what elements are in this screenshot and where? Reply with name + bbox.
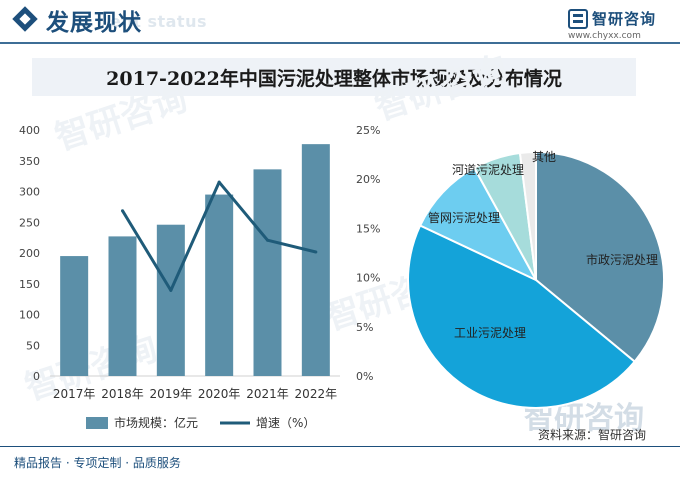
- pie-slice-2: [418, 166, 539, 283]
- section-title: 发展现状: [46, 10, 142, 36]
- pie-label-3: 河道污泥处理: [452, 163, 524, 177]
- header-divider: [0, 42, 680, 44]
- y-tick-label: 300: [19, 186, 40, 199]
- section-subtitle: ent status: [110, 12, 207, 31]
- footer-tagline: 精品报告 · 专项定制 · 品质服务: [14, 456, 181, 470]
- y-tick-label: 350: [19, 155, 40, 168]
- x-tick-label: 2019年: [150, 387, 193, 401]
- bar-3: [205, 194, 234, 376]
- legend-swatch-bar: [86, 417, 108, 429]
- growth-point-5: [314, 250, 318, 254]
- growth-point-4: [266, 238, 269, 242]
- watermark-1: 智研咨询: [370, 48, 512, 128]
- pie-label-1: 工业污泥处理: [454, 326, 526, 340]
- y-tick-label: 0: [33, 370, 40, 383]
- growth-point-3: [217, 180, 221, 184]
- brand-name: 智研咨询: [592, 10, 657, 28]
- bar-4: [253, 169, 282, 376]
- y-tick-label: 250: [19, 216, 40, 229]
- chart-title: 2017-2022年中国污泥处理整体市场规模及分布情况: [106, 68, 562, 90]
- brand-url: www.chyxx.com: [568, 31, 641, 41]
- pie-label-2: 管网污泥处理: [428, 210, 500, 225]
- chart-title-band: 2017-2022年中国污泥处理整体市场规模及分布情况: [32, 58, 636, 96]
- y-tick-label: 200: [19, 247, 40, 260]
- bar-0: [60, 256, 89, 376]
- legend-label-line: 增速（%）: [256, 416, 315, 430]
- growth-point-1: [121, 209, 124, 213]
- brand: 智研咨询 www.chyxx.com: [568, 7, 678, 43]
- y2-tick-label: 15%: [356, 222, 380, 235]
- charts-canvas: 智研咨询 智研咨询智研咨询智研咨询智研咨询05010015020025030035…: [19, 48, 665, 436]
- pie-slice-0: [535, 150, 665, 363]
- y-tick-label: 50: [26, 339, 40, 352]
- footer: 精品报告 · 专项定制 · 品质服务: [0, 446, 680, 478]
- pie-label-0: 市政污泥处理: [586, 252, 658, 267]
- y2-tick-label: 5%: [356, 321, 373, 334]
- pie-label-4: 其他: [532, 150, 556, 164]
- y-tick-label: 150: [19, 278, 40, 291]
- source-note: 资料来源：智研咨询: [538, 428, 647, 442]
- x-tick-label: 2021年: [246, 387, 289, 401]
- x-tick-label: 2018年: [101, 387, 144, 401]
- pie-slice-1: [407, 224, 637, 409]
- y-tick-label: 400: [19, 124, 40, 137]
- y2-tick-label: 10%: [356, 272, 380, 285]
- growth-point-2: [169, 288, 173, 292]
- watermark-0: 智研咨询: [50, 78, 192, 158]
- x-tick-label: 2020年: [198, 387, 241, 401]
- legend-label-bar: 市场规模：亿元: [114, 415, 198, 430]
- y2-tick-label: 25%: [356, 124, 380, 137]
- pie-slice-4: [518, 150, 537, 281]
- bar-1: [108, 236, 137, 376]
- y2-tick-label: 0%: [356, 370, 373, 383]
- bar-2: [156, 224, 185, 376]
- x-tick-label: 2022年: [295, 387, 338, 401]
- footer-divider: [0, 446, 680, 447]
- y2-tick-label: 20%: [356, 173, 380, 186]
- x-tick-label: 2017年: [53, 387, 96, 401]
- bar-5: [301, 144, 330, 376]
- header-bar: ent status 发展现状 智研咨询 www.chyxx.com: [0, 0, 680, 44]
- brand-logo-icon: [568, 9, 588, 29]
- y-tick-label: 100: [19, 309, 40, 322]
